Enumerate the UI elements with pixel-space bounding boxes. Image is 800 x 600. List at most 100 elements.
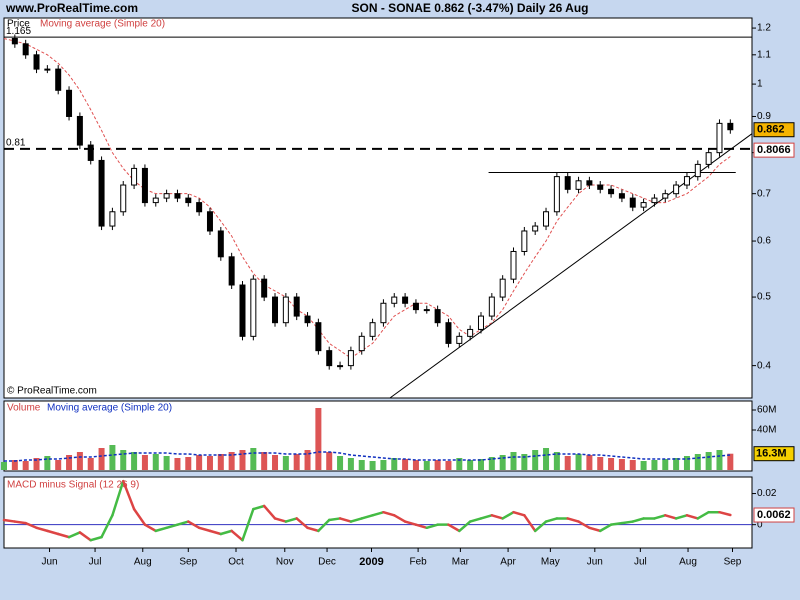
candle [206,211,213,232]
volume-bar [586,455,593,470]
candle [727,122,734,131]
last-price-box [753,122,795,138]
macd-segment [317,518,331,533]
macd-segment [143,523,158,533]
volume-bar [662,459,669,470]
volume-bar [66,455,73,470]
macd-segment [273,517,288,523]
volume-bar [228,452,235,470]
volume-bar [163,456,170,470]
volume-bar [358,460,365,470]
volume-bar [206,456,213,470]
candle [532,225,539,232]
volume-bar [412,460,419,470]
candle [618,193,625,199]
macd-segment [35,526,49,533]
candle [662,193,669,199]
candle [640,202,647,208]
candle [174,193,181,199]
macd-segment [501,510,515,520]
volume-bar [391,458,398,470]
x-tick-label: Oct [228,557,244,568]
volume-bar [423,461,430,470]
candle [358,335,365,352]
macd-segment [479,514,494,520]
macd-segment [685,514,700,520]
candle [608,188,615,195]
candle [402,296,409,304]
x-tick-label: 2009 [359,556,383,568]
volume-bar [196,455,203,470]
volume-bar [261,452,268,470]
candle [586,180,593,186]
x-tick-label: Jun [587,557,603,568]
macd-segment [230,529,244,542]
volume-bar [11,460,18,470]
candle [651,197,658,204]
macd-segment [382,510,396,517]
candle [109,211,116,227]
macd-segment [284,517,298,523]
y-tick-label: 1 [757,79,763,90]
x-tick-label: Dec [318,557,336,568]
y-tick-label: 0.5 [757,292,771,303]
y-tick-label: 0.6 [757,236,771,247]
header-title: SON - SONAE 0.862 (-3.47%) Daily 26 Aug [352,1,589,15]
volume-bar [250,448,257,470]
volume-bar [33,458,40,470]
candle [11,37,18,45]
candle [380,302,387,324]
macd-segment [664,514,678,520]
y-tick-label: 0 [757,519,763,530]
candle [629,197,636,208]
volume-bar [87,458,94,470]
y-tick-label: 0.4 [757,360,771,371]
candle [694,163,701,178]
volume-bar [293,454,300,470]
volume-bar [239,450,246,470]
macd-segment [100,514,114,539]
volume-bar [608,458,615,470]
x-tick-label: Aug [679,557,697,568]
volume-bar [597,457,604,470]
legend-ma: Moving average (Simple 20) [40,19,165,30]
volume-bar [716,450,723,470]
candle [347,350,354,367]
volume-bar [727,453,734,470]
last-volume: 16.3M [756,448,787,460]
macd-segment [598,523,613,533]
macd-segment [403,520,418,526]
volume-bar [434,460,441,470]
macd-segment [631,517,645,523]
candle [543,211,550,227]
x-tick-label: Sep [724,557,742,568]
candle [488,296,495,317]
candle [423,309,430,312]
x-tick-label: Jun [41,557,57,568]
candle [553,176,560,213]
candle [22,43,29,56]
volume-bar [315,408,322,470]
volume-bar [402,459,409,470]
macd-segment [620,520,635,525]
price-panel [3,17,753,399]
candle [445,322,452,344]
candle [163,193,170,199]
macd-segment [609,521,624,526]
volume-bar [22,461,29,470]
macd-segment [371,510,385,517]
volume-bar [217,454,224,470]
macd-segment [338,517,353,523]
candle [33,54,40,70]
site: www.ProRealTime.com [5,1,138,15]
volume-bar [510,452,517,470]
candle [456,335,463,344]
volume-bar [694,454,701,470]
macd-segment [425,523,439,530]
volume-bar [564,456,571,470]
macd-segment [89,535,103,542]
y-tick-label: 0.7 [757,188,771,199]
volume-bar [109,445,116,470]
candle [705,152,712,165]
